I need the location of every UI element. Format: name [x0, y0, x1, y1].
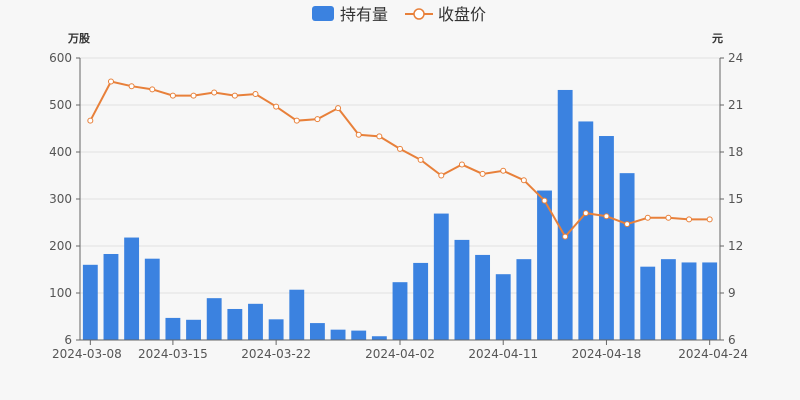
price-point — [665, 214, 672, 221]
price-point — [520, 177, 527, 184]
bar — [330, 329, 346, 340]
left-axis-unit: 万股 — [67, 32, 91, 45]
price-point — [686, 216, 693, 223]
line-series — [87, 78, 713, 240]
bar — [227, 308, 243, 340]
bar — [433, 213, 449, 340]
x-tick-label: 2024-03-22 — [241, 347, 311, 361]
legend-swatch-marker — [413, 8, 425, 20]
legend[interactable]: 持有量 收盘价 — [312, 5, 486, 24]
x-tick-label: 2024-04-11 — [468, 347, 538, 361]
price-point — [252, 91, 259, 98]
bar — [248, 303, 263, 340]
legend-label-bar: 持有量 — [340, 5, 388, 24]
legend-label-line: 收盘价 — [438, 5, 486, 24]
left-tick-label: 100 — [49, 286, 72, 300]
bar — [454, 239, 470, 340]
price-point — [149, 86, 156, 93]
price-point — [107, 78, 114, 85]
right-tick-label: 6 — [728, 333, 736, 347]
right-axis-unit: 元 — [712, 32, 723, 45]
price-point — [355, 131, 362, 138]
price-point — [541, 197, 548, 204]
left-tick-label: 500 — [49, 98, 72, 112]
price-point — [293, 117, 300, 124]
bar — [537, 190, 552, 340]
bar — [681, 262, 697, 340]
bar — [268, 319, 284, 340]
bar — [103, 253, 119, 340]
legend-swatch-bar — [312, 6, 334, 21]
bar — [124, 237, 140, 340]
x-tick-label: 2024-04-02 — [365, 347, 435, 361]
bar — [82, 264, 98, 340]
left-tick-label: 300 — [49, 192, 72, 206]
price-point — [582, 210, 589, 217]
bar — [702, 262, 718, 340]
bar — [206, 298, 222, 340]
price-point — [562, 233, 569, 240]
price-point — [624, 221, 631, 228]
bar — [289, 289, 305, 340]
price-point — [169, 92, 176, 99]
bar — [371, 336, 387, 340]
bar — [392, 282, 408, 340]
price-point — [603, 213, 610, 220]
bar-series — [82, 89, 718, 341]
bar — [557, 89, 573, 341]
price-point — [644, 214, 651, 221]
axes: 6 6 100 9 200 12 300 15 400 18 500 21 600 24 2024-03-0… — [49, 51, 748, 361]
price-point — [376, 133, 383, 140]
x-tick-label: 2024-03-15 — [138, 347, 208, 361]
price-point — [190, 92, 197, 99]
bar — [640, 266, 656, 340]
price-point — [500, 167, 507, 174]
bar — [495, 274, 511, 340]
price-point — [458, 161, 465, 168]
bar — [578, 121, 594, 340]
bar — [516, 259, 532, 340]
price-point — [87, 117, 94, 124]
price-point — [417, 156, 424, 163]
left-tick-label: 600 — [49, 51, 72, 65]
bar — [165, 317, 181, 340]
bar — [309, 323, 325, 340]
right-tick-label: 9 — [728, 286, 736, 300]
bar — [144, 258, 160, 340]
right-tick-label: 24 — [728, 51, 743, 65]
price-point — [397, 145, 403, 152]
x-tick-label: 2024-04-24 — [678, 347, 748, 361]
bar — [475, 254, 491, 340]
price-point — [706, 216, 713, 223]
price-point — [273, 103, 280, 110]
price-point — [479, 170, 486, 177]
x-tick-label: 2024-03-08 — [52, 347, 122, 361]
left-tick-label: 200 — [49, 239, 72, 253]
price-point — [438, 172, 445, 179]
bar — [660, 259, 676, 340]
price-point — [231, 92, 238, 99]
bar — [186, 319, 201, 340]
bar — [599, 136, 614, 340]
right-tick-label: 15 — [728, 192, 743, 206]
price-point — [314, 116, 321, 123]
bar — [351, 330, 367, 340]
left-tick-label: 6 — [64, 333, 72, 347]
price-point — [211, 89, 218, 96]
x-tick-label: 2024-04-18 — [572, 347, 642, 361]
bar — [413, 262, 429, 340]
right-tick-label: 12 — [728, 239, 743, 253]
left-tick-label: 400 — [49, 145, 72, 159]
price-point — [335, 105, 342, 112]
right-tick-label: 18 — [728, 145, 743, 159]
bar — [619, 173, 635, 340]
right-tick-label: 21 — [728, 98, 743, 112]
price-point — [128, 83, 135, 90]
